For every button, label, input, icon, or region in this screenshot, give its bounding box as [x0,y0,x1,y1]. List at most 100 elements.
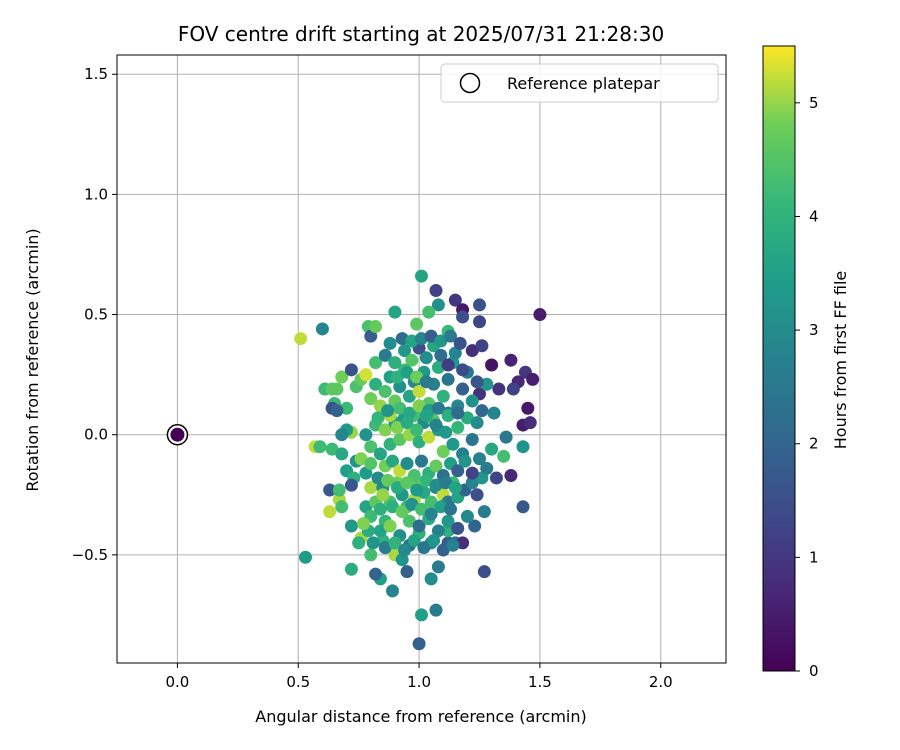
legend-box [440,63,719,103]
data-point [451,521,465,535]
data-point [371,411,385,425]
reference-marker-layer [166,423,189,446]
colorbar-gradient [762,45,796,672]
data-point [448,293,462,307]
data-point [480,461,494,475]
data-point [422,430,436,444]
data-point [359,368,373,382]
data-point [444,502,457,516]
data-point [456,310,470,324]
data-point [335,428,349,442]
data-point [352,536,366,550]
data-point [412,399,426,413]
colorbar-tick-label: 0 [809,662,819,680]
data-point [458,454,472,468]
data-point [383,437,397,451]
colorbar-tick-label: 5 [809,94,819,112]
data-point [364,440,378,454]
x-tick-label: 1.0 [407,673,431,691]
data-point [388,536,402,550]
data-point [451,406,465,420]
data-point [499,430,513,444]
data-point [383,519,397,533]
data-point [359,500,373,514]
data-point [419,351,433,365]
data-point [422,305,436,319]
x-axis-ticks: 0.0 0.5 1.0 1.5 2.0 [165,663,673,691]
data-point [431,401,445,415]
data-point [441,358,455,372]
data-point [388,305,402,319]
data-point [410,370,424,384]
data-point [410,423,424,437]
legend-label: Reference platepar [507,74,660,93]
legend: Reference platepar [440,63,719,103]
data-point [344,519,358,533]
data-point [460,411,474,425]
data-point [410,317,424,331]
data-point [429,459,443,473]
data-point [390,370,404,384]
data-point [402,389,416,403]
x-axis-label: Angular distance from reference (arcmin) [255,707,586,726]
data-point [323,505,337,519]
data-point [456,382,470,396]
data-point [429,603,443,617]
data-point [402,514,416,528]
y-tick-label: 1.5 [84,65,108,83]
x-tick-label: 1.5 [528,673,552,691]
data-point [335,370,349,384]
data-point [315,322,329,336]
data-point [378,541,392,555]
data-point [369,567,383,581]
data-point [451,464,465,478]
data-points [294,269,547,651]
chart-title: FOV centre drift starting at 2025/07/31 … [178,22,664,46]
data-point [407,533,421,547]
legend-marker-icon [459,72,481,94]
data-point [335,500,349,514]
data-point [417,541,431,555]
y-axis-label: Rotation from reference (arcmin) [23,228,42,491]
data-point [373,524,387,538]
y-tick-label: 0.0 [84,426,108,444]
data-point [415,269,428,283]
data-point [398,543,412,557]
data-point [487,406,501,420]
data-point [400,416,414,430]
data-point [424,329,438,343]
colorbar-label: Hours from first FF file [831,271,850,450]
data-point [359,466,373,480]
data-point [330,404,344,418]
data-point [390,481,404,495]
data-point [431,560,445,574]
data-point [405,353,419,367]
data-point [344,363,358,377]
data-point [446,437,460,451]
data-point [415,608,428,622]
data-point [332,483,346,497]
y-tick-label: 1.0 [84,185,108,203]
data-point [434,334,448,348]
y-axis-ticks: −0.5 0.0 0.5 1.0 1.5 [72,65,117,564]
data-point [386,500,399,514]
data-point [357,517,370,531]
data-point [325,442,339,456]
data-point [533,308,547,322]
data-point [410,483,424,497]
x-tick-label: 0.5 [286,673,310,691]
data-point [470,375,484,389]
data-point [448,481,462,495]
data-point [419,473,433,487]
data-point [390,420,404,434]
data-point [323,483,337,497]
data-point [429,418,443,432]
data-point [470,416,484,430]
data-point [451,420,465,434]
data-point [465,466,479,480]
data-point [468,519,482,533]
data-point [485,442,499,456]
data-point [439,425,453,439]
data-point [526,372,540,386]
data-point [378,348,392,362]
